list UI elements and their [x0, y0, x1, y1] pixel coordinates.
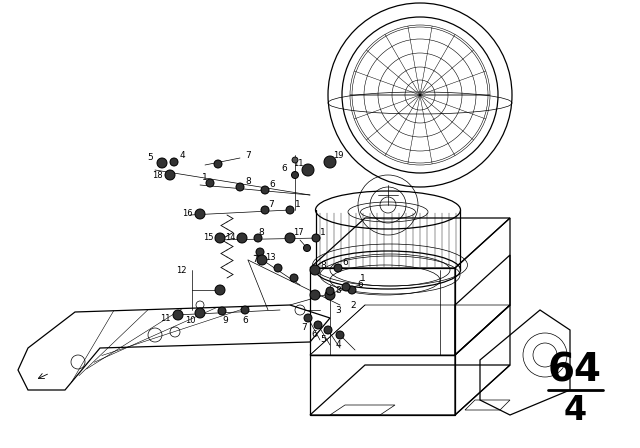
- Circle shape: [286, 206, 294, 214]
- Circle shape: [214, 160, 222, 168]
- Circle shape: [170, 158, 178, 166]
- Text: 1: 1: [320, 228, 326, 237]
- Text: 8: 8: [258, 228, 264, 237]
- Circle shape: [215, 285, 225, 295]
- Text: 18: 18: [152, 171, 163, 180]
- Circle shape: [342, 283, 350, 291]
- Text: 3: 3: [335, 306, 341, 314]
- Text: 14: 14: [225, 233, 236, 241]
- Circle shape: [157, 158, 167, 168]
- Circle shape: [195, 308, 205, 318]
- Circle shape: [261, 206, 269, 214]
- Circle shape: [314, 321, 322, 329]
- Text: 11: 11: [292, 159, 303, 168]
- Text: 1: 1: [202, 172, 208, 181]
- Text: 16: 16: [182, 208, 192, 217]
- Text: 7: 7: [252, 254, 258, 263]
- Circle shape: [326, 287, 334, 295]
- Text: 1: 1: [360, 273, 366, 283]
- Circle shape: [241, 306, 249, 314]
- Circle shape: [254, 234, 262, 242]
- Circle shape: [334, 264, 342, 272]
- Text: 6: 6: [357, 280, 363, 289]
- Text: 19: 19: [333, 151, 343, 159]
- Text: 2: 2: [350, 301, 356, 310]
- Text: 7: 7: [268, 199, 274, 208]
- Circle shape: [257, 255, 267, 265]
- Circle shape: [336, 331, 344, 339]
- Circle shape: [310, 290, 320, 300]
- Text: 17: 17: [292, 228, 303, 237]
- Circle shape: [195, 209, 205, 219]
- Circle shape: [256, 248, 264, 256]
- Text: 6: 6: [342, 258, 348, 267]
- Text: 15: 15: [203, 233, 213, 241]
- Circle shape: [290, 274, 298, 282]
- Text: 6: 6: [311, 329, 317, 339]
- Text: 8: 8: [245, 177, 251, 185]
- Text: 7: 7: [301, 323, 307, 332]
- Circle shape: [274, 264, 282, 272]
- Text: 1: 1: [295, 199, 301, 208]
- Text: 64: 64: [548, 351, 602, 389]
- Circle shape: [304, 314, 312, 322]
- Text: 6: 6: [242, 315, 248, 324]
- Circle shape: [237, 233, 247, 243]
- Circle shape: [173, 310, 183, 320]
- Circle shape: [215, 233, 225, 243]
- Circle shape: [310, 265, 320, 275]
- Circle shape: [324, 156, 336, 168]
- Text: 4: 4: [335, 340, 341, 349]
- Text: 5: 5: [320, 335, 326, 344]
- Circle shape: [218, 307, 226, 315]
- Text: 12: 12: [176, 266, 186, 275]
- Circle shape: [292, 157, 298, 163]
- Text: 4: 4: [179, 151, 185, 159]
- Text: 8: 8: [320, 260, 326, 270]
- Text: 7: 7: [245, 151, 251, 159]
- Circle shape: [302, 164, 314, 176]
- Circle shape: [303, 245, 310, 251]
- Circle shape: [325, 290, 335, 300]
- Circle shape: [324, 326, 332, 334]
- Text: 8: 8: [335, 285, 341, 294]
- Circle shape: [165, 170, 175, 180]
- Text: 11: 11: [160, 314, 170, 323]
- Circle shape: [291, 172, 298, 178]
- Circle shape: [236, 183, 244, 191]
- Circle shape: [312, 234, 320, 242]
- Circle shape: [261, 186, 269, 194]
- Text: 13: 13: [265, 253, 275, 262]
- Circle shape: [348, 286, 356, 294]
- Text: 6: 6: [281, 164, 287, 172]
- Text: 6: 6: [269, 180, 275, 189]
- Circle shape: [206, 179, 214, 187]
- Text: 5: 5: [147, 152, 153, 161]
- Text: 10: 10: [185, 315, 195, 324]
- Text: 9: 9: [222, 315, 228, 324]
- Text: 4: 4: [563, 393, 587, 426]
- Circle shape: [285, 233, 295, 243]
